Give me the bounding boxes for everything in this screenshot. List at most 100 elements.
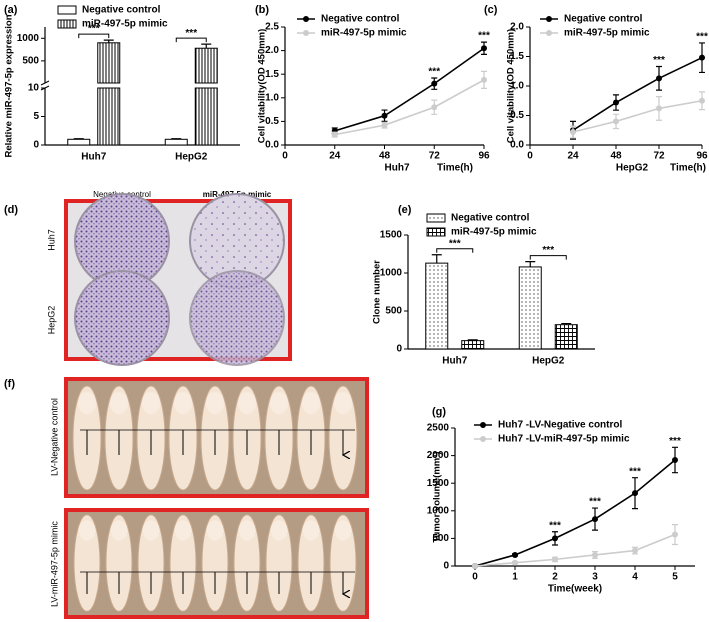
series-line <box>334 79 485 136</box>
mouse <box>202 515 228 611</box>
significance-bracket <box>78 33 110 39</box>
y-axis-label: Cell vitability(OD 450mm) <box>257 29 268 144</box>
x-tick-label: 24 <box>329 151 341 162</box>
significance-bracket <box>529 255 567 260</box>
legend-marker <box>480 436 486 442</box>
y-tick-label: 0.5 <box>265 116 279 127</box>
x-tick-label: 0 <box>472 572 478 583</box>
x-tick-label: 4 <box>632 572 638 583</box>
x-tick-label: 5 <box>672 572 678 583</box>
point <box>592 516 598 523</box>
mouse <box>330 515 356 611</box>
x-tick-label: HepG2 <box>532 356 565 367</box>
significance-label: *** <box>589 497 601 508</box>
point <box>592 551 598 558</box>
bar <box>518 266 542 350</box>
significance-label: *** <box>88 24 100 35</box>
x-tick-label: 48 <box>379 151 391 162</box>
significance-bracket <box>175 37 207 43</box>
x-tick-label: 96 <box>696 151 708 162</box>
y-tick-label: 2.5 <box>265 22 279 33</box>
x-tick-label: 48 <box>610 151 622 162</box>
point <box>672 531 678 538</box>
series-line <box>474 533 676 567</box>
x-tick-label: 72 <box>653 151 665 162</box>
point <box>699 54 705 61</box>
y-tick-label: 5 <box>33 111 39 122</box>
y-tick-label: 0.5 <box>510 110 524 121</box>
legend-label: miR-497-5p mimic <box>321 28 407 39</box>
legend-marker <box>546 16 552 22</box>
x-tick-label: 3 <box>592 572 598 583</box>
panel-label: (a) <box>4 4 18 16</box>
significance-label: *** <box>428 67 440 78</box>
legend-label: Negative control <box>82 5 161 16</box>
significance-label: *** <box>185 28 197 39</box>
x-axis-label: Time(week) <box>548 584 602 595</box>
significance-label: *** <box>549 520 561 531</box>
legend-marker <box>546 30 552 36</box>
error-bar <box>525 261 536 267</box>
x-axis-subtitle: HepG2 <box>616 163 649 174</box>
x-axis-subtitle: Huh7 <box>385 163 410 174</box>
x-tick-label: Huh7 <box>442 356 467 367</box>
error-bar <box>467 339 478 341</box>
arrows <box>86 430 343 455</box>
point <box>613 99 619 106</box>
point <box>699 97 705 104</box>
panel-label: (f) <box>4 378 15 390</box>
error-bar <box>171 138 182 140</box>
y-tick-label: 1000 <box>427 505 450 516</box>
significance-label: *** <box>542 245 554 256</box>
error-bar <box>561 322 572 325</box>
arrows <box>86 572 343 594</box>
significance-bracket <box>436 248 474 253</box>
panel-label: (d) <box>4 204 18 216</box>
bar <box>97 87 121 146</box>
point <box>552 535 558 542</box>
point <box>570 129 576 136</box>
legend-label: miR-497-5p mimic <box>564 28 650 39</box>
y-tick-label: 1.5 <box>265 69 279 80</box>
series-line <box>334 47 485 132</box>
y-tick-label: 1000 <box>17 33 40 44</box>
significance-label: *** <box>696 32 708 43</box>
photo-row-label: LV-Negative control <box>49 398 59 476</box>
x-axis-label: Time(h) <box>437 163 473 174</box>
mouse-photo <box>64 377 369 619</box>
legend-label: Negative control <box>451 213 530 224</box>
series-line <box>474 459 676 567</box>
legend-label: Negative control <box>321 14 400 25</box>
y-tick-label: 10 <box>28 83 40 94</box>
error-bar <box>103 39 114 43</box>
bar <box>461 340 485 350</box>
y-tick-label: 500 <box>385 306 402 317</box>
colony-photo <box>64 193 292 366</box>
legend-swatch <box>57 19 77 29</box>
bar <box>164 138 188 146</box>
bar <box>554 324 578 350</box>
photo-row-label: LV-miR-497-5p mimic <box>49 521 59 607</box>
legend-label: Huh7 -LV-miR-497-5p mimic <box>498 434 630 445</box>
legend-marker <box>480 422 486 428</box>
y-tick-label: 1500 <box>380 230 403 241</box>
point <box>552 556 558 563</box>
panel-label: (e) <box>398 204 412 216</box>
error-bar <box>73 138 84 140</box>
y-axis-label: Clone number <box>372 260 383 324</box>
legend-swatch <box>426 213 446 223</box>
legend-label: Huh7 -LV-Negative control <box>498 420 622 431</box>
y-tick-label: 2000 <box>427 450 450 461</box>
mouse <box>106 515 132 611</box>
point <box>613 118 619 125</box>
significance-label: *** <box>669 436 681 447</box>
point <box>481 76 487 83</box>
y-tick-label: 2.0 <box>265 45 279 56</box>
photo-row-label: HepG2 <box>46 306 56 335</box>
x-tick-label: 1 <box>512 572 518 583</box>
y-tick-label: 0 <box>33 140 39 151</box>
panel-label: (b) <box>255 4 269 16</box>
y-tick-label: 500 <box>22 56 39 67</box>
x-tick-label: 0 <box>527 151 533 162</box>
